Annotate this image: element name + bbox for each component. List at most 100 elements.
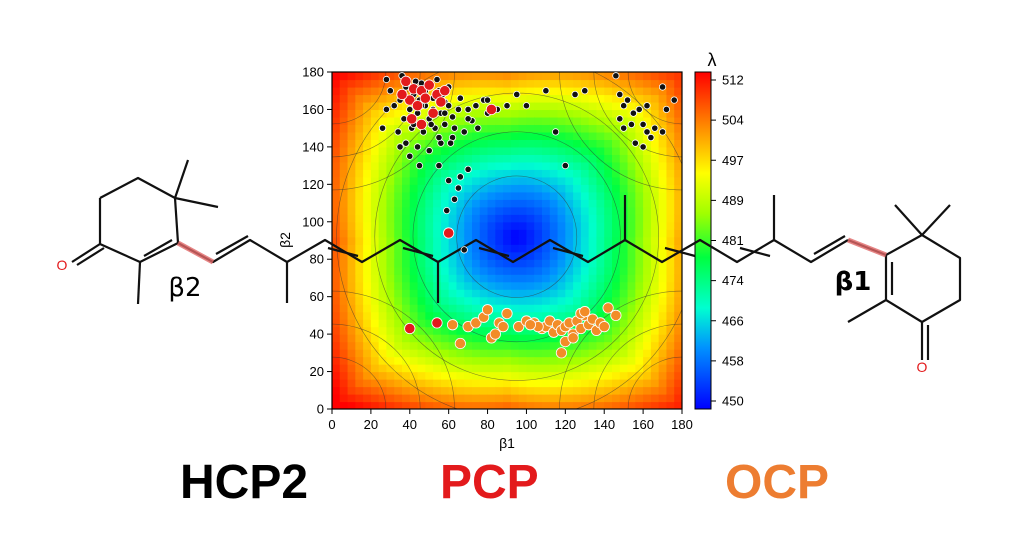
heatmap-cell xyxy=(573,124,582,133)
heatmap-cell xyxy=(479,281,489,290)
heatmap-cell xyxy=(402,169,411,178)
heatmap-cell xyxy=(573,79,582,88)
heatmap-cell xyxy=(417,236,426,245)
heatmap-cell xyxy=(596,311,605,320)
heatmap-cell xyxy=(588,154,598,163)
heatmap-cell xyxy=(472,289,481,298)
heatmap-cell xyxy=(347,349,356,358)
heatmap-cell xyxy=(370,86,380,96)
y-tick-label: 60 xyxy=(310,289,324,304)
heatmap-cell xyxy=(635,311,644,320)
heatmap-cell xyxy=(479,386,489,395)
heatmap-cell xyxy=(510,274,520,283)
heatmap-cell xyxy=(674,251,682,260)
data-point-pcp xyxy=(485,103,498,116)
heatmap-cell xyxy=(503,146,512,155)
heatmap-cell xyxy=(666,266,675,275)
heatmap-cell xyxy=(604,214,613,223)
heatmap-cell xyxy=(549,94,559,103)
heatmap-cell xyxy=(386,154,395,163)
heatmap-cell xyxy=(394,394,403,403)
heatmap-cell xyxy=(510,139,520,148)
heatmap-cell xyxy=(580,221,590,230)
heatmap-cell xyxy=(612,79,621,88)
heatmap-cell xyxy=(510,266,520,275)
heatmap-cell xyxy=(386,214,395,223)
heatmap-cell xyxy=(588,266,598,275)
heatmap-cell xyxy=(658,229,668,238)
heatmap-cell xyxy=(487,394,496,403)
heatmap-cell xyxy=(650,116,660,126)
heatmap-cell xyxy=(666,304,675,313)
heatmap-cell xyxy=(417,221,426,230)
heatmap-cell xyxy=(510,79,520,88)
heatmap-cell xyxy=(472,206,481,215)
heatmap-cell xyxy=(526,349,535,358)
heatmap-cell xyxy=(464,371,473,380)
heatmap-cell xyxy=(409,386,419,395)
heatmap-cell xyxy=(409,281,419,290)
heatmap-cell xyxy=(495,289,504,298)
heatmap-cell xyxy=(332,86,341,96)
heatmap-cell xyxy=(402,319,411,328)
heatmap-cell xyxy=(370,109,380,118)
heatmap-cell xyxy=(487,116,496,126)
heatmap-cell xyxy=(549,394,559,403)
heatmap-cell xyxy=(440,266,450,275)
heatmap-cell xyxy=(534,229,543,238)
heatmap-cell xyxy=(402,229,411,238)
heatmap-cell xyxy=(650,334,660,343)
heatmap-cell xyxy=(433,304,442,313)
heatmap-cell xyxy=(596,109,605,118)
heatmap-cell xyxy=(363,124,372,133)
heatmap-cell xyxy=(332,131,341,140)
heatmap-cell xyxy=(409,184,419,193)
heatmap-cell xyxy=(394,199,403,208)
heatmap-cell xyxy=(658,94,668,103)
y-tick-label: 160 xyxy=(302,102,324,117)
heatmap-cell xyxy=(534,379,543,388)
data-point-ocp xyxy=(501,307,513,320)
heatmap-cell xyxy=(339,371,349,380)
heatmap-cell xyxy=(635,116,644,126)
heatmap-cell xyxy=(456,266,465,275)
data-point-pcp xyxy=(419,92,431,104)
heatmap-cell xyxy=(619,72,629,81)
heatmap-cell xyxy=(495,266,504,275)
heatmap-cell xyxy=(355,154,364,163)
heatmap-cell xyxy=(580,72,590,81)
heatmap-cell xyxy=(573,274,582,283)
heatmap-cell xyxy=(643,386,652,395)
heatmap-cell xyxy=(596,386,605,395)
data-point-hcp2 xyxy=(435,133,443,142)
heatmap-cell xyxy=(479,146,489,155)
heatmap-cell xyxy=(573,109,582,118)
heatmap-cell xyxy=(612,221,621,230)
heatmap-cell xyxy=(487,214,496,223)
heatmap-cell xyxy=(456,206,465,215)
heatmap-cell xyxy=(604,191,613,200)
heatmap-cell xyxy=(557,86,566,96)
heatmap-cell xyxy=(580,139,590,148)
heatmap-cell xyxy=(542,386,551,395)
heatmap-cell xyxy=(394,72,403,81)
heatmap-cell xyxy=(526,371,535,380)
heatmap-cell xyxy=(456,326,465,335)
heatmap-cell xyxy=(487,379,496,388)
heatmap-cell xyxy=(425,169,434,178)
heatmap-cell xyxy=(347,72,356,81)
heatmap-cell xyxy=(456,146,465,155)
heatmap-cell xyxy=(370,296,380,305)
heatmap-cell xyxy=(378,319,388,328)
heatmap-cell xyxy=(542,266,551,275)
heatmap-cell xyxy=(510,94,520,103)
heatmap-cell xyxy=(666,191,675,200)
heatmap-cell xyxy=(526,206,535,215)
heatmap-cell xyxy=(363,341,372,350)
heatmap-cell xyxy=(565,146,574,155)
heatmap-cell xyxy=(658,206,668,215)
heatmap-cell xyxy=(612,356,621,365)
heatmap-cell xyxy=(666,116,675,126)
heatmap-cell xyxy=(534,154,543,163)
heatmap-cell xyxy=(339,79,349,88)
